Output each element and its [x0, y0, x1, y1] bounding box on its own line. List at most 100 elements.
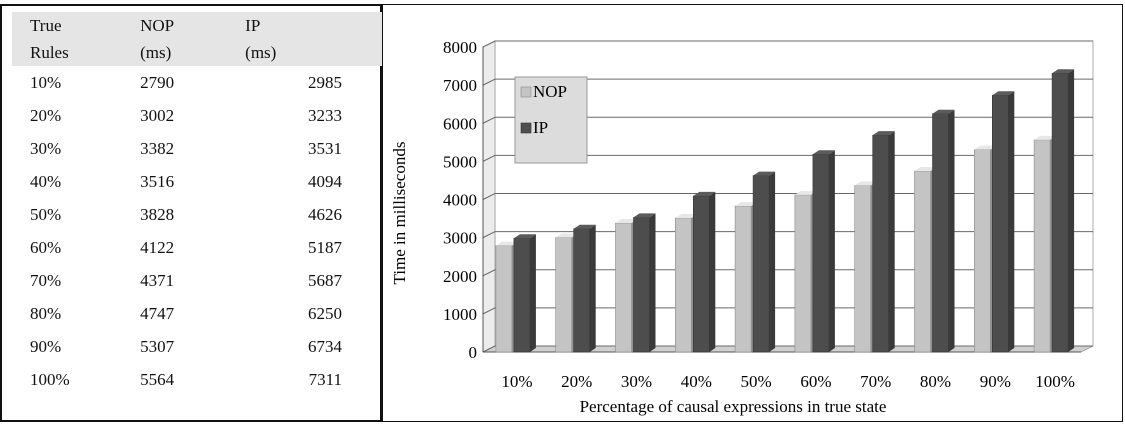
legend: NOP IP — [514, 76, 588, 164]
row-nop-cell: 3382 — [140, 138, 175, 158]
bar-ip — [513, 234, 536, 353]
y-tick-label: 3000 — [443, 229, 477, 248]
bar-front — [914, 170, 931, 353]
y-tick-label: 8000 — [443, 38, 477, 57]
row-nop-cell: 5564 — [140, 369, 175, 389]
gridline — [482, 116, 1093, 124]
bar-top — [932, 109, 955, 114]
row-ip-cell: 5187 — [308, 237, 342, 257]
row-nop-cell: 3516 — [140, 171, 175, 191]
bar-top — [753, 171, 776, 176]
table-row: 50% 3828 4626 — [12, 198, 382, 231]
row-rule-cell: 10% — [30, 72, 62, 92]
bar-front — [812, 153, 830, 353]
x-tick-label: 10% — [501, 372, 532, 391]
table-row: 40% 3516 4094 — [12, 165, 382, 198]
tick-layer: 0 1000 2000 3000 4000 5000 6000 7000 8000 10% 20% 3… — [443, 38, 1075, 391]
bar-front — [973, 149, 991, 353]
bar-ip — [573, 224, 596, 353]
header-nop-line1: NOP — [136, 12, 246, 39]
y-axis-label: Time in milliseconds — [390, 142, 409, 285]
bar-top — [992, 91, 1015, 96]
header-ip-line1: IP — [245, 12, 382, 39]
bar-front — [734, 205, 752, 353]
bar-side — [649, 213, 656, 352]
bar-front — [854, 185, 872, 353]
table-row: 20% 3002 3233 — [12, 99, 382, 132]
table-row: 80% 4747 6250 — [12, 297, 382, 330]
row-rule-cell: 80% — [30, 303, 62, 323]
table-header-row-1: True NOP IP — [12, 12, 382, 39]
table-row: 100% 5564 7311 — [12, 363, 382, 396]
x-tick-label: 100% — [1035, 372, 1075, 391]
table-row: 60% 4122 5187 — [12, 231, 382, 264]
bar-top — [615, 219, 638, 224]
bar-front — [615, 222, 632, 353]
row-ip-cell: 3233 — [308, 105, 342, 125]
bar-ip — [633, 213, 656, 353]
bar-front — [495, 245, 513, 353]
y-tick-label: 4000 — [443, 191, 477, 210]
chart-panel: 0 1000 2000 3000 4000 5000 6000 7000 8000 10% 20% 3… — [383, 4, 1123, 422]
bar-top — [914, 167, 937, 172]
x-axis-label: Percentage of causal expressions in true… — [580, 397, 887, 416]
x-tick-label: 80% — [920, 372, 951, 391]
row-ip-cell: 2985 — [308, 72, 342, 92]
bar-side — [1068, 69, 1075, 352]
row-nop-cell: 3002 — [140, 105, 175, 125]
y-tick-label: 5000 — [443, 152, 477, 171]
y-tick-label: 2000 — [443, 267, 477, 286]
bar-front — [872, 134, 890, 353]
row-ip-cell: 5687 — [308, 270, 342, 290]
bar-side — [589, 224, 596, 352]
row-rule-cell: 50% — [30, 204, 62, 224]
bar-top — [794, 190, 817, 195]
bar-front — [991, 94, 1009, 353]
bar-front — [752, 175, 770, 353]
row-rule-cell: 20% — [30, 105, 62, 125]
legend-label-nop: NOP — [533, 82, 567, 101]
header-true-rules-line2: Rules — [12, 39, 137, 66]
x-tick-label: 30% — [621, 372, 652, 391]
table-row: 90% 5307 6734 — [12, 330, 382, 363]
row-ip-cell: 4626 — [308, 204, 342, 224]
y-tick-label: 7000 — [443, 76, 477, 95]
bar-chart: 0 1000 2000 3000 4000 5000 6000 7000 8000 10% 20% 3… — [390, 38, 1094, 416]
bar-side — [828, 150, 835, 352]
row-rule-cell: 30% — [30, 138, 62, 158]
data-table: True NOP IP Rules (ms) (ms) 10% 2790 2985 2… — [12, 12, 382, 396]
row-ip-cell: 6734 — [308, 336, 342, 356]
bar-ip — [692, 191, 716, 353]
bar-side — [769, 171, 776, 352]
bar-side — [1008, 91, 1015, 353]
bar-front — [555, 237, 572, 353]
bar-front — [794, 194, 812, 353]
legend-swatch-ip — [520, 122, 532, 134]
x-tick-label: 40% — [681, 372, 712, 391]
table-row: 30% 3382 3531 — [12, 132, 382, 165]
y-tick-label: 0 — [469, 343, 478, 362]
bar-front — [932, 113, 949, 353]
legend-swatch-nop — [520, 86, 532, 98]
bar-ip — [932, 109, 955, 353]
bar-front — [573, 228, 590, 353]
bar-top — [573, 224, 596, 229]
row-nop-cell: 4371 — [140, 270, 175, 290]
bar-ip — [1051, 69, 1075, 353]
row-ip-cell: 7311 — [308, 369, 342, 389]
row-ip-cell: 6250 — [308, 303, 342, 323]
bar-top — [1034, 135, 1057, 140]
bar-top — [555, 233, 578, 238]
bar-ip — [872, 131, 895, 353]
bar-top — [693, 191, 716, 196]
row-rule-cell: 60% — [30, 237, 62, 257]
bar-side — [888, 131, 895, 352]
bar-side — [709, 191, 716, 352]
bar-front — [513, 237, 531, 353]
bar-ip — [991, 91, 1015, 353]
x-tick-label: 20% — [561, 372, 592, 391]
table-header-row-2: Rules (ms) (ms) — [12, 39, 382, 66]
table-row: 70% 4371 5687 — [12, 264, 382, 297]
bar-top — [495, 241, 518, 246]
